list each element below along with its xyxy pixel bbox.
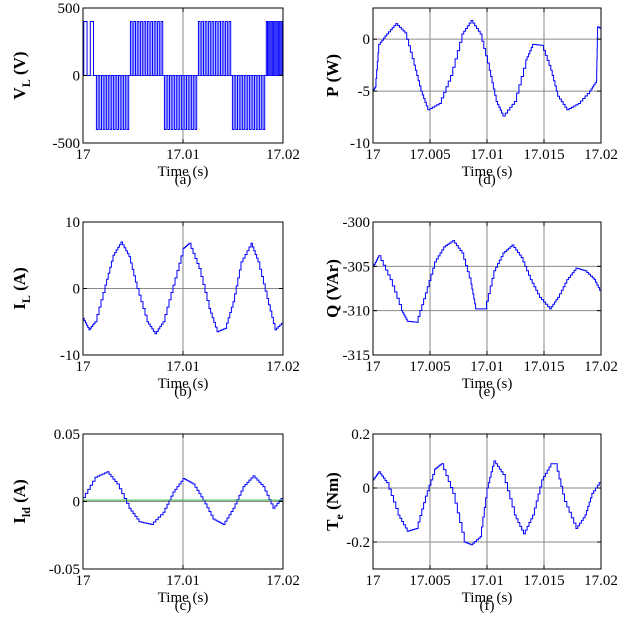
x-tick-label: 17.02 <box>266 359 300 375</box>
x-tick-label: 17.01 <box>470 359 504 375</box>
y-axis-label: Q (VAr) <box>323 259 342 318</box>
x-axis-label: Time (s) <box>462 164 513 180</box>
subplot-caption: (f) <box>480 598 495 614</box>
y-axis-label-symbol: Q <box>323 305 342 318</box>
x-axis-label: Time (s) <box>158 590 209 606</box>
x-tick-label: 17 <box>76 359 92 375</box>
y-tick-label: 500 <box>58 1 81 17</box>
series-line-b-0 <box>83 241 284 335</box>
series-line-e-0 <box>373 240 602 323</box>
y-axis-label-unit: (VAr) <box>323 259 342 304</box>
x-tick-label: 17.01 <box>470 573 504 589</box>
x-tick-label: 17.02 <box>584 147 618 163</box>
y-axis-label: Te (Nm) <box>323 472 346 531</box>
subplot-f: 17 17.005 17.01 17.015 17.02 -0.2 0 0.2 Time (s)… <box>323 427 618 614</box>
x-tick-label: 17.02 <box>584 573 618 589</box>
y-tick-label: 0.05 <box>54 427 80 443</box>
y-axis-label-symbol: V <box>10 87 29 100</box>
x-tick-label: 17.015 <box>523 573 564 589</box>
y-tick-label: 0 <box>73 69 81 85</box>
y-tick-label: 0 <box>73 495 81 511</box>
y-tick-label: 0.2 <box>351 427 370 443</box>
x-tick-label: 17.015 <box>523 147 564 163</box>
subplot-caption: (d) <box>478 172 496 188</box>
y-axis-label-subscript: e <box>332 514 346 520</box>
x-tick-label: 17 <box>76 147 92 163</box>
y-tick-label: -5 <box>358 84 371 100</box>
x-tick-label: 17.01 <box>166 573 200 589</box>
x-tick-label: 17.02 <box>266 573 300 589</box>
x-tick-label: 17 <box>366 147 382 163</box>
subplot-c: 17 17.01 17.02 -0.05 0 0.05 Time (s)(c) Ild (A) <box>10 427 300 614</box>
x-tick-label: 17 <box>76 573 92 589</box>
y-axis-label-symbol: I <box>10 517 29 524</box>
y-tick-label: -500 <box>53 136 81 152</box>
x-axis-label: Time (s) <box>462 376 513 392</box>
y-tick-label: -10 <box>60 348 80 364</box>
subplot-a: 17 17.01 17.02 -500 0 500 Time (s)(a) VL (V) <box>10 1 300 188</box>
x-tick-label: 17.01 <box>470 147 504 163</box>
y-tick-label: 10 <box>65 215 80 231</box>
y-axis-label-symbol: T <box>323 519 342 531</box>
y-axis-label-symbol: I <box>10 303 29 310</box>
subplot-d: 17 17.005 17.01 17.015 17.02 -10 -5 0 Time (s)(d… <box>323 7 618 188</box>
x-tick-label: 17 <box>366 359 382 375</box>
y-axis-label-unit: (Nm) <box>323 472 342 514</box>
x-tick-label: 17 <box>366 573 382 589</box>
x-tick-label: 17.005 <box>409 573 450 589</box>
x-tick-label: 17.005 <box>409 147 450 163</box>
y-axis-label-symbol: P <box>323 87 342 97</box>
y-axis-label: Ild (A) <box>10 479 33 524</box>
y-tick-label: -10 <box>350 136 370 152</box>
y-tick-label: -0.05 <box>49 562 80 578</box>
subplot-caption: (a) <box>175 172 192 188</box>
series-line-f-0 <box>373 460 602 546</box>
series-line-a-0 <box>83 21 283 130</box>
x-axis-label: Time (s) <box>462 590 513 606</box>
subplot-caption: (e) <box>479 384 496 400</box>
y-axis-label-unit: (V) <box>10 51 29 79</box>
subplot-caption: (c) <box>175 598 192 614</box>
y-axis-label: P (W) <box>323 54 342 97</box>
y-axis-label-unit: (A) <box>10 267 29 295</box>
series-line-d-0 <box>372 19 602 117</box>
x-axis-label: Time (s) <box>158 164 209 180</box>
y-axis-label-unit: (A) <box>10 479 29 507</box>
x-tick-label: 17.01 <box>166 359 200 375</box>
y-tick-label: -315 <box>343 348 371 364</box>
y-axis-label-subscript: L <box>19 295 33 303</box>
series-line-c-0 <box>83 471 284 525</box>
y-axis-label-subscript: L <box>19 79 33 87</box>
x-axis-label: Time (s) <box>158 376 209 392</box>
y-tick-label: -310 <box>343 304 371 320</box>
x-tick-label: 17.005 <box>409 359 450 375</box>
y-axis-label-subscript: ld <box>19 507 33 517</box>
y-tick-label: 0 <box>363 32 371 48</box>
y-tick-label: -0.2 <box>346 535 370 551</box>
subplot-e: 17 17.005 17.01 17.015 17.02 -315 -310 -305 -300… <box>323 215 618 400</box>
y-tick-label: -305 <box>343 259 371 275</box>
y-axis-label: VL (V) <box>10 51 33 99</box>
y-axis-label: IL (A) <box>10 267 33 310</box>
x-tick-label: 17.01 <box>166 147 200 163</box>
x-tick-label: 17.02 <box>584 359 618 375</box>
x-tick-label: 17.015 <box>523 359 564 375</box>
subplot-caption: (b) <box>174 384 192 400</box>
y-tick-label: 0 <box>363 481 371 497</box>
subplot-b: 17 17.01 17.02 -10 0 10 Time (s)(b) IL (A) <box>10 215 300 400</box>
y-tick-label: -300 <box>343 215 371 231</box>
x-tick-label: 17.02 <box>266 147 300 163</box>
y-axis-label-unit: (W) <box>323 54 342 87</box>
y-tick-label: 0 <box>73 282 81 298</box>
